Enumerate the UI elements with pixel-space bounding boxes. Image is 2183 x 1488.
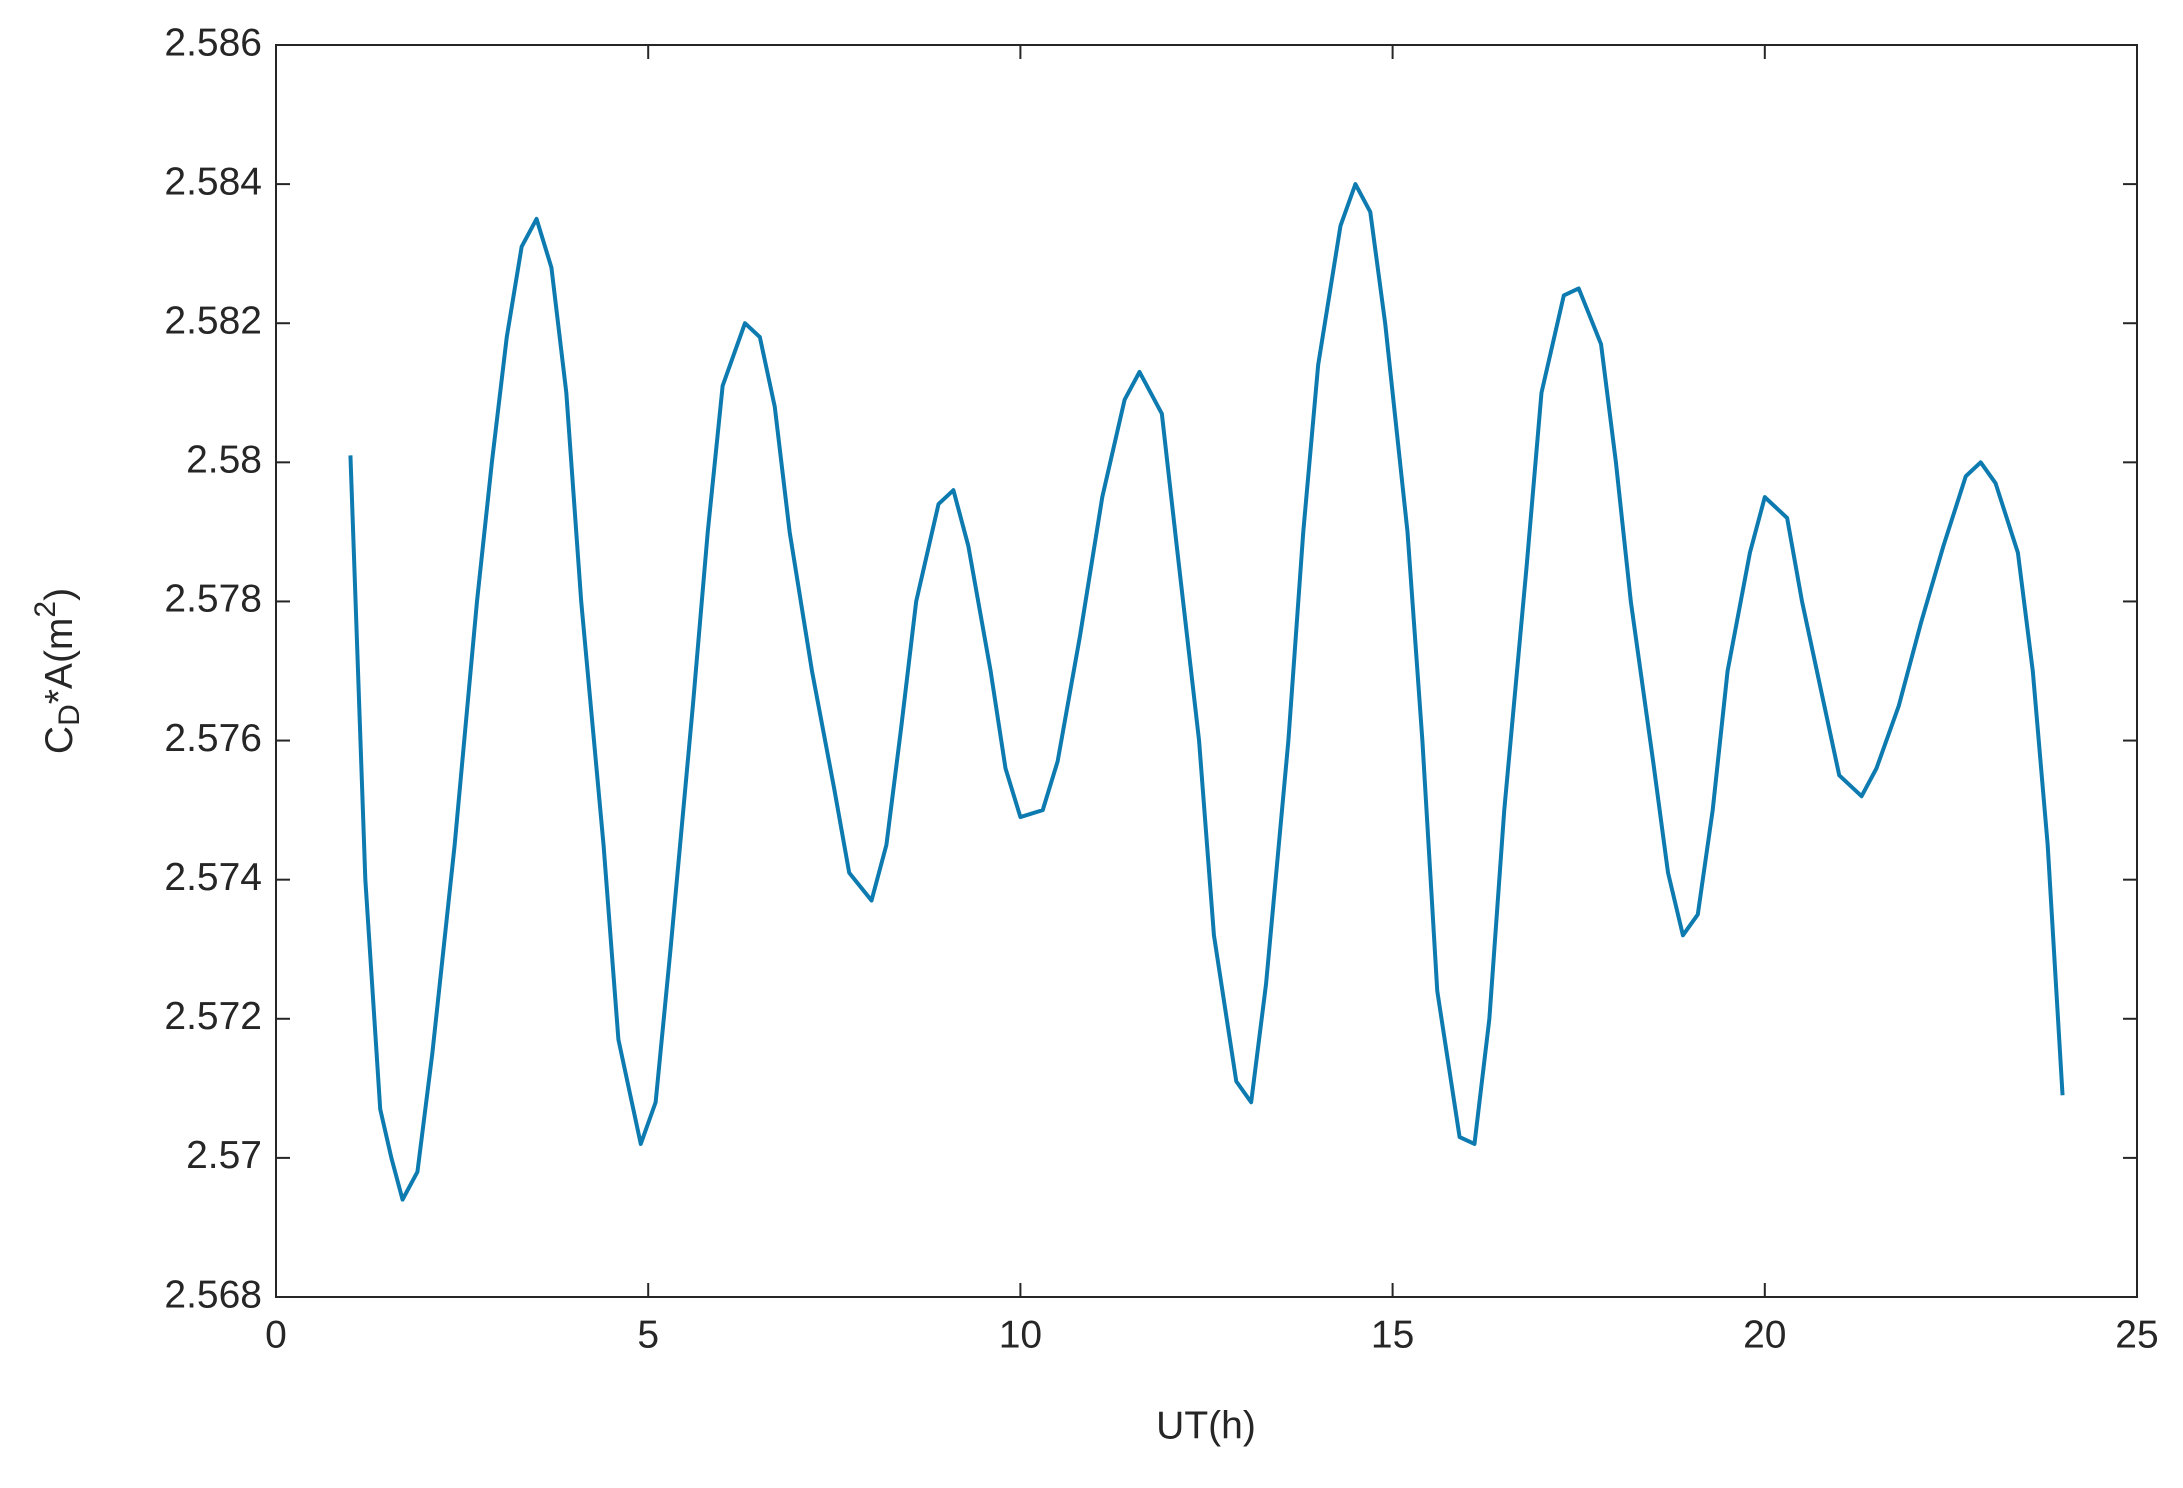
- x-tick-label: 25: [2115, 1313, 2158, 1356]
- y-tick-label: 2.584: [164, 160, 262, 203]
- x-tick-label: 5: [637, 1313, 659, 1356]
- y-axis-label: CD*A(m2): [29, 588, 86, 754]
- y-label-sup: 2: [29, 601, 62, 618]
- y-tick-label: 2.574: [164, 856, 262, 899]
- x-axis-label: UT(h): [1156, 1404, 1256, 1447]
- x-tick-label: 15: [1371, 1313, 1414, 1356]
- y-tick-label: 2.568: [164, 1273, 262, 1316]
- y-tick-label: 2.576: [164, 717, 262, 760]
- y-label-part: *A(m: [38, 618, 81, 705]
- y-tick-label: 2.572: [164, 995, 262, 1038]
- plot-box: [275, 44, 2138, 1298]
- y-tick-label: 2.582: [164, 300, 262, 343]
- x-tick-label: 10: [999, 1313, 1042, 1356]
- x-tick-label: 0: [265, 1313, 287, 1356]
- y-label-sub: D: [53, 704, 86, 726]
- y-tick-label: 2.586: [164, 21, 262, 64]
- data-line: [348, 182, 2065, 1202]
- y-label-part: ): [38, 588, 81, 601]
- x-tick-label: 20: [1743, 1313, 1786, 1356]
- y-tick-label: 2.57: [186, 1134, 262, 1177]
- y-label-part: C: [38, 726, 81, 754]
- y-tick-label: 2.58: [186, 439, 262, 482]
- y-tick-label: 2.578: [164, 578, 262, 621]
